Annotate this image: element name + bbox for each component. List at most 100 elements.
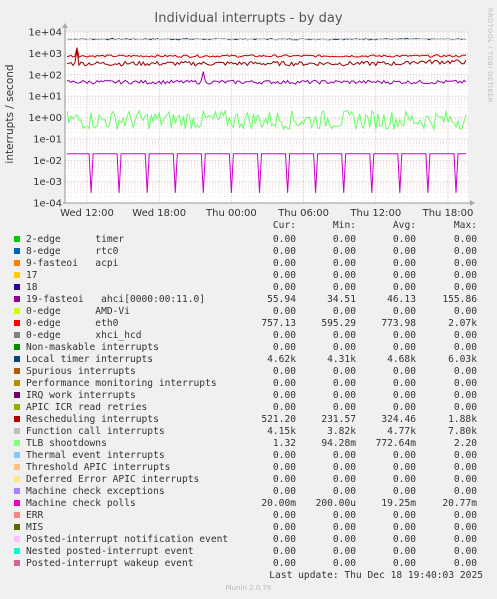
legend-row: Nested posted-interrupt event 0.00 0.00 0.0… xyxy=(0,546,497,558)
legend-swatch xyxy=(14,380,20,386)
legend-row: 8-edge rtc0 0.00 0.00 0.00 0.00 xyxy=(0,246,497,258)
legend-value-min: 0.00 xyxy=(332,258,356,269)
legend-swatch xyxy=(14,488,20,494)
legend-value-min: 4.31k xyxy=(327,354,356,365)
legend-swatch xyxy=(14,500,20,506)
legend-value-avg: 19.25m xyxy=(381,498,416,509)
legend-value-max: 0.00 xyxy=(453,330,477,341)
legend-label: 0-edge xhci_hcd xyxy=(26,330,142,341)
legend-label: Machine check exceptions xyxy=(26,486,165,497)
legend-label: Thermal event interrupts xyxy=(26,450,165,461)
legend-label: 2-edge timer xyxy=(26,234,125,245)
legend-value-avg: 0.00 xyxy=(392,534,416,545)
legend-label: Performance monitoring interrupts xyxy=(26,378,217,389)
legend-value-avg: 4.68k xyxy=(387,354,416,365)
legend-value-min: 0.00 xyxy=(332,366,356,377)
legend-swatch xyxy=(14,416,20,422)
legend-value-min: 0.00 xyxy=(332,282,356,293)
legend-value-min: 200.00u xyxy=(315,498,356,509)
legend-value-avg: 0.00 xyxy=(392,546,416,557)
x-tick-label: Thu 12:00 xyxy=(349,208,401,219)
legend-value-avg: 46.13 xyxy=(387,294,416,305)
legend-value-max: 0.00 xyxy=(453,390,477,401)
legend-value-max: 0.00 xyxy=(453,558,477,569)
legend-value-max: 7.80k xyxy=(448,426,477,437)
legend-value-cur: 0.00 xyxy=(272,234,296,245)
y-axis-arrow xyxy=(62,23,68,28)
legend-swatch xyxy=(14,548,20,554)
legend-row: 17 0.00 0.00 0.00 0.00 xyxy=(0,270,497,282)
legend-value-cur: 757.13 xyxy=(261,318,296,329)
legend-value-min: 0.00 xyxy=(332,330,356,341)
legend-row: TLB shootdowns 1.32 94.28m 772.64m 2.20 xyxy=(0,438,497,450)
legend-value-cur: 0.00 xyxy=(272,486,296,497)
legend-value-cur: 4.15k xyxy=(267,426,296,437)
legend-value-max: 0.00 xyxy=(453,402,477,413)
legend-label: Posted-interrupt wakeup event xyxy=(26,558,194,569)
legend-value-max: 0.00 xyxy=(453,474,477,485)
legend-value-max: 0.00 xyxy=(453,510,477,521)
series-line xyxy=(66,47,466,58)
legend-value-cur: 4.62k xyxy=(267,354,296,365)
legend-value-max: 0.00 xyxy=(453,258,477,269)
legend-row: Performance monitoring interrupts 0.00 0.0… xyxy=(0,378,497,390)
legend-value-min: 595.29 xyxy=(321,318,356,329)
legend-swatch xyxy=(14,524,20,530)
legend-value-avg: 0.00 xyxy=(392,486,416,497)
legend-swatch xyxy=(14,428,20,434)
series-line xyxy=(66,108,467,132)
legend-value-cur: 0.00 xyxy=(272,390,296,401)
legend-value-max: 0.00 xyxy=(453,366,477,377)
legend-row: 9-fasteoi acpi 0.00 0.00 0.00 0.00 xyxy=(0,258,497,270)
legend-row: Deferred Error APIC interrupts 0.00 0.00 0.… xyxy=(0,474,497,486)
legend-label: Machine check polls xyxy=(26,498,136,509)
x-tick-label: Thu 18:00 xyxy=(422,208,474,219)
legend-value-min: 0.00 xyxy=(332,546,356,557)
legend-row: Machine check exceptions 0.00 0.00 0.00 0.00 xyxy=(0,486,497,498)
legend-value-cur: 0.00 xyxy=(272,510,296,521)
interrupts-chart: 1e+04 1e+03 1e+02 1e+01 1e+00 1e-01 1e-02 1e-03… xyxy=(28,23,475,219)
legend-row: Posted-interrupt notification event 0.00 0… xyxy=(0,534,497,546)
legend-value-min: 94.28m xyxy=(321,438,356,449)
legend-row: ERR 0.00 0.00 0.00 0.00 xyxy=(0,510,497,522)
legend-header-max: Max: xyxy=(453,220,477,231)
rrdtool-credit: RRDTOOL / TOBI OETIKER xyxy=(486,8,494,103)
legend-value-cur: 1.32 xyxy=(272,438,296,449)
legend-value-min: 0.00 xyxy=(332,474,356,485)
legend-value-cur: 0.00 xyxy=(272,306,296,317)
legend-label: Local timer interrupts xyxy=(26,354,154,365)
legend-swatch xyxy=(14,236,20,242)
legend-label: 9-fasteoi acpi xyxy=(26,258,119,269)
legend-label: Rescheduling interrupts xyxy=(26,414,159,425)
legend-row: 19-fasteoi ahci[0000:00:11.0] 55.94 34.51 4… xyxy=(0,294,497,306)
legend-value-min: 0.00 xyxy=(332,558,356,569)
legend-value-min: 0.00 xyxy=(332,246,356,257)
legend-row: 18 0.00 0.00 0.00 0.00 xyxy=(0,282,497,294)
legend-value-min: 3.82k xyxy=(327,426,356,437)
legend-value-avg: 0.00 xyxy=(392,366,416,377)
legend-label: 8-edge rtc0 xyxy=(26,246,119,257)
legend-value-cur: 521.20 xyxy=(261,414,296,425)
legend-value-cur: 0.00 xyxy=(272,270,296,281)
munin-version: Munin 2.0.76 xyxy=(225,584,272,592)
legend-row: Rescheduling interrupts 521.20 231.57 324.4… xyxy=(0,414,497,426)
y-tick-label: 1e+03 xyxy=(28,49,62,60)
legend-value-min: 0.00 xyxy=(332,342,356,353)
legend-row: Machine check polls 20.00m 200.00u 19.25m 20… xyxy=(0,498,497,510)
y-tick-label: 1e+01 xyxy=(28,92,62,103)
legend-value-cur: 0.00 xyxy=(272,378,296,389)
legend-value-min: 0.00 xyxy=(332,450,356,461)
legend-value-cur: 20.00m xyxy=(261,498,296,509)
legend-value-max: 0.00 xyxy=(453,342,477,353)
legend-value-cur: 0.00 xyxy=(272,366,296,377)
legend-value-max: 6.03k xyxy=(448,354,477,365)
legend-value-min: 0.00 xyxy=(332,390,356,401)
last-update: Last update: Thu Dec 18 19:40:03 2025 xyxy=(269,570,483,581)
legend-row: Non-maskable interrupts 0.00 0.00 0.00 0.00 xyxy=(0,342,497,354)
legend-value-min: 0.00 xyxy=(332,522,356,533)
series-lines xyxy=(66,37,467,193)
legend-row: 0-edge xhci_hcd 0.00 0.00 0.00 0.00 xyxy=(0,330,497,342)
legend-value-avg: 0.00 xyxy=(392,234,416,245)
legend-value-cur: 0.00 xyxy=(272,342,296,353)
legend-value-avg: 4.77k xyxy=(387,426,416,437)
